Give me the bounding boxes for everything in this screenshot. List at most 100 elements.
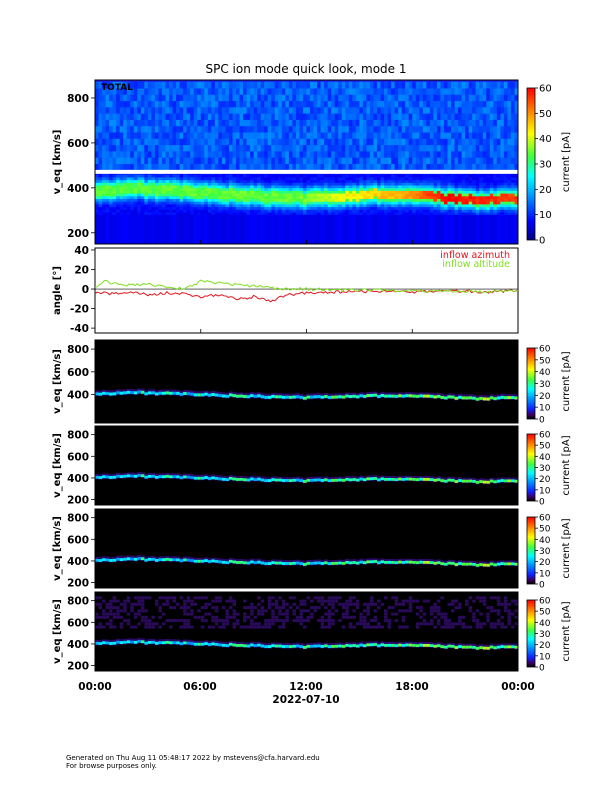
heatmap-cell: [183, 558, 188, 562]
heatmap-cell: [391, 182, 396, 186]
heatmap-cell: [302, 198, 307, 202]
heatmap-cell: [440, 94, 445, 102]
heatmap-cell: [243, 174, 247, 178]
heatmap-cell: [137, 214, 142, 244]
heatmap-cell: [246, 395, 251, 399]
heatmap-cell: [366, 187, 371, 191]
heatmap-cell: [489, 212, 494, 216]
heatmap-cell: [465, 157, 470, 164]
heatmap-cell: [214, 144, 219, 152]
colorbar-scale: [526, 347, 536, 420]
heatmap-cell: [112, 163, 117, 171]
heatmap-cell: [302, 563, 307, 566]
heatmap-cell: [274, 561, 279, 565]
heatmap-cell: [359, 182, 364, 186]
heatmap-cell: [443, 150, 448, 158]
heatmap-cell: [207, 125, 212, 133]
heatmap-cell: [232, 150, 237, 158]
heatmap-cell: [285, 615, 289, 619]
heatmap-cell: [429, 113, 434, 120]
heatmap-cell: [384, 193, 388, 197]
heatmap-cell: [454, 185, 459, 189]
heatmap-cell: [489, 198, 494, 202]
heatmap-cell: [288, 100, 293, 108]
heatmap-cell: [239, 643, 244, 647]
heatmap-cell: [451, 157, 455, 164]
heatmap-cell: [232, 144, 237, 152]
heatmap-cell: [158, 641, 163, 645]
heatmap-cell: [331, 81, 336, 89]
heatmap-cell: [98, 185, 103, 189]
heatmap-cell: [299, 479, 304, 483]
heatmap-cell: [165, 599, 170, 603]
heatmap-cell: [116, 144, 121, 152]
heatmap-cell: [369, 81, 374, 89]
heatmap-cell: [239, 119, 244, 127]
heatmap-cell: [264, 625, 268, 629]
heatmap-cell: [429, 182, 434, 186]
heatmap-cell: [426, 125, 431, 133]
heatmap-cell: [436, 212, 441, 216]
heatmap-cell: [426, 174, 431, 178]
heatmap-cell: [228, 195, 233, 200]
heatmap-cell: [225, 609, 229, 613]
heatmap-cell: [200, 190, 205, 194]
heatmap-cell: [278, 201, 283, 205]
heatmap-cell: [429, 100, 434, 108]
heatmap-cell: [98, 163, 103, 171]
heatmap-cell: [436, 163, 441, 171]
heatmap-cell: [317, 113, 321, 120]
heatmap-cell: [112, 558, 117, 562]
heatmap-cell: [140, 144, 145, 152]
heatmap-cell: [299, 182, 304, 186]
heatmap-cell: [137, 157, 142, 164]
heatmap-cell: [172, 212, 177, 216]
heatmap-cell: [327, 81, 332, 89]
heatmap-cell: [271, 174, 276, 178]
heatmap-cell: [257, 179, 262, 183]
colorbar-tick-label: 0: [539, 236, 545, 247]
heatmap-cell: [274, 94, 279, 102]
heatmap-cell: [105, 641, 110, 645]
heatmap-cell: [302, 182, 307, 186]
heatmap-cell: [267, 113, 272, 120]
heatmap-cell: [369, 214, 374, 244]
heatmap-cell: [454, 198, 459, 202]
heatmap-cell: [472, 150, 477, 158]
heatmap-cell: [327, 138, 332, 146]
heatmap-cell: [186, 132, 191, 139]
heatmap-cell: [493, 138, 498, 146]
heatmap-cell: [98, 88, 103, 95]
heatmap-cell: [412, 193, 417, 197]
heatmap-cell: [426, 150, 431, 158]
heatmap-cell: [147, 206, 152, 210]
heatmap-cell: [391, 157, 396, 164]
heatmap-cell: [320, 125, 325, 133]
heatmap-cell: [288, 125, 293, 133]
heatmap-cell: [285, 119, 290, 127]
heatmap-cell: [373, 125, 378, 133]
heatmap-cell: [285, 94, 290, 102]
heatmap-cell: [172, 641, 177, 645]
heatmap-cell: [211, 625, 215, 629]
heatmap-cell: [119, 391, 124, 395]
heatmap-cell: [253, 81, 258, 89]
heatmap-cell: [299, 187, 304, 191]
heatmap-cell: [278, 81, 283, 89]
heatmap-cell: [419, 214, 424, 244]
heatmap-cell: [119, 187, 124, 191]
heatmap-cell: [281, 479, 286, 482]
heatmap-cell: [338, 177, 343, 181]
heatmap-cell: [200, 559, 205, 563]
heatmap-cell: [239, 394, 244, 398]
heatmap-cell: [165, 174, 170, 178]
heatmap-cell: [436, 174, 441, 178]
heatmap-cell: [422, 157, 427, 164]
heatmap-cell: [137, 113, 142, 120]
heatmap-cell: [514, 81, 519, 89]
heatmap-cell: [253, 119, 258, 127]
heatmap-cell: [310, 395, 314, 399]
heatmap-cell: [161, 204, 166, 208]
heatmap-cell: [221, 100, 226, 108]
heatmap-cell: [292, 94, 297, 102]
